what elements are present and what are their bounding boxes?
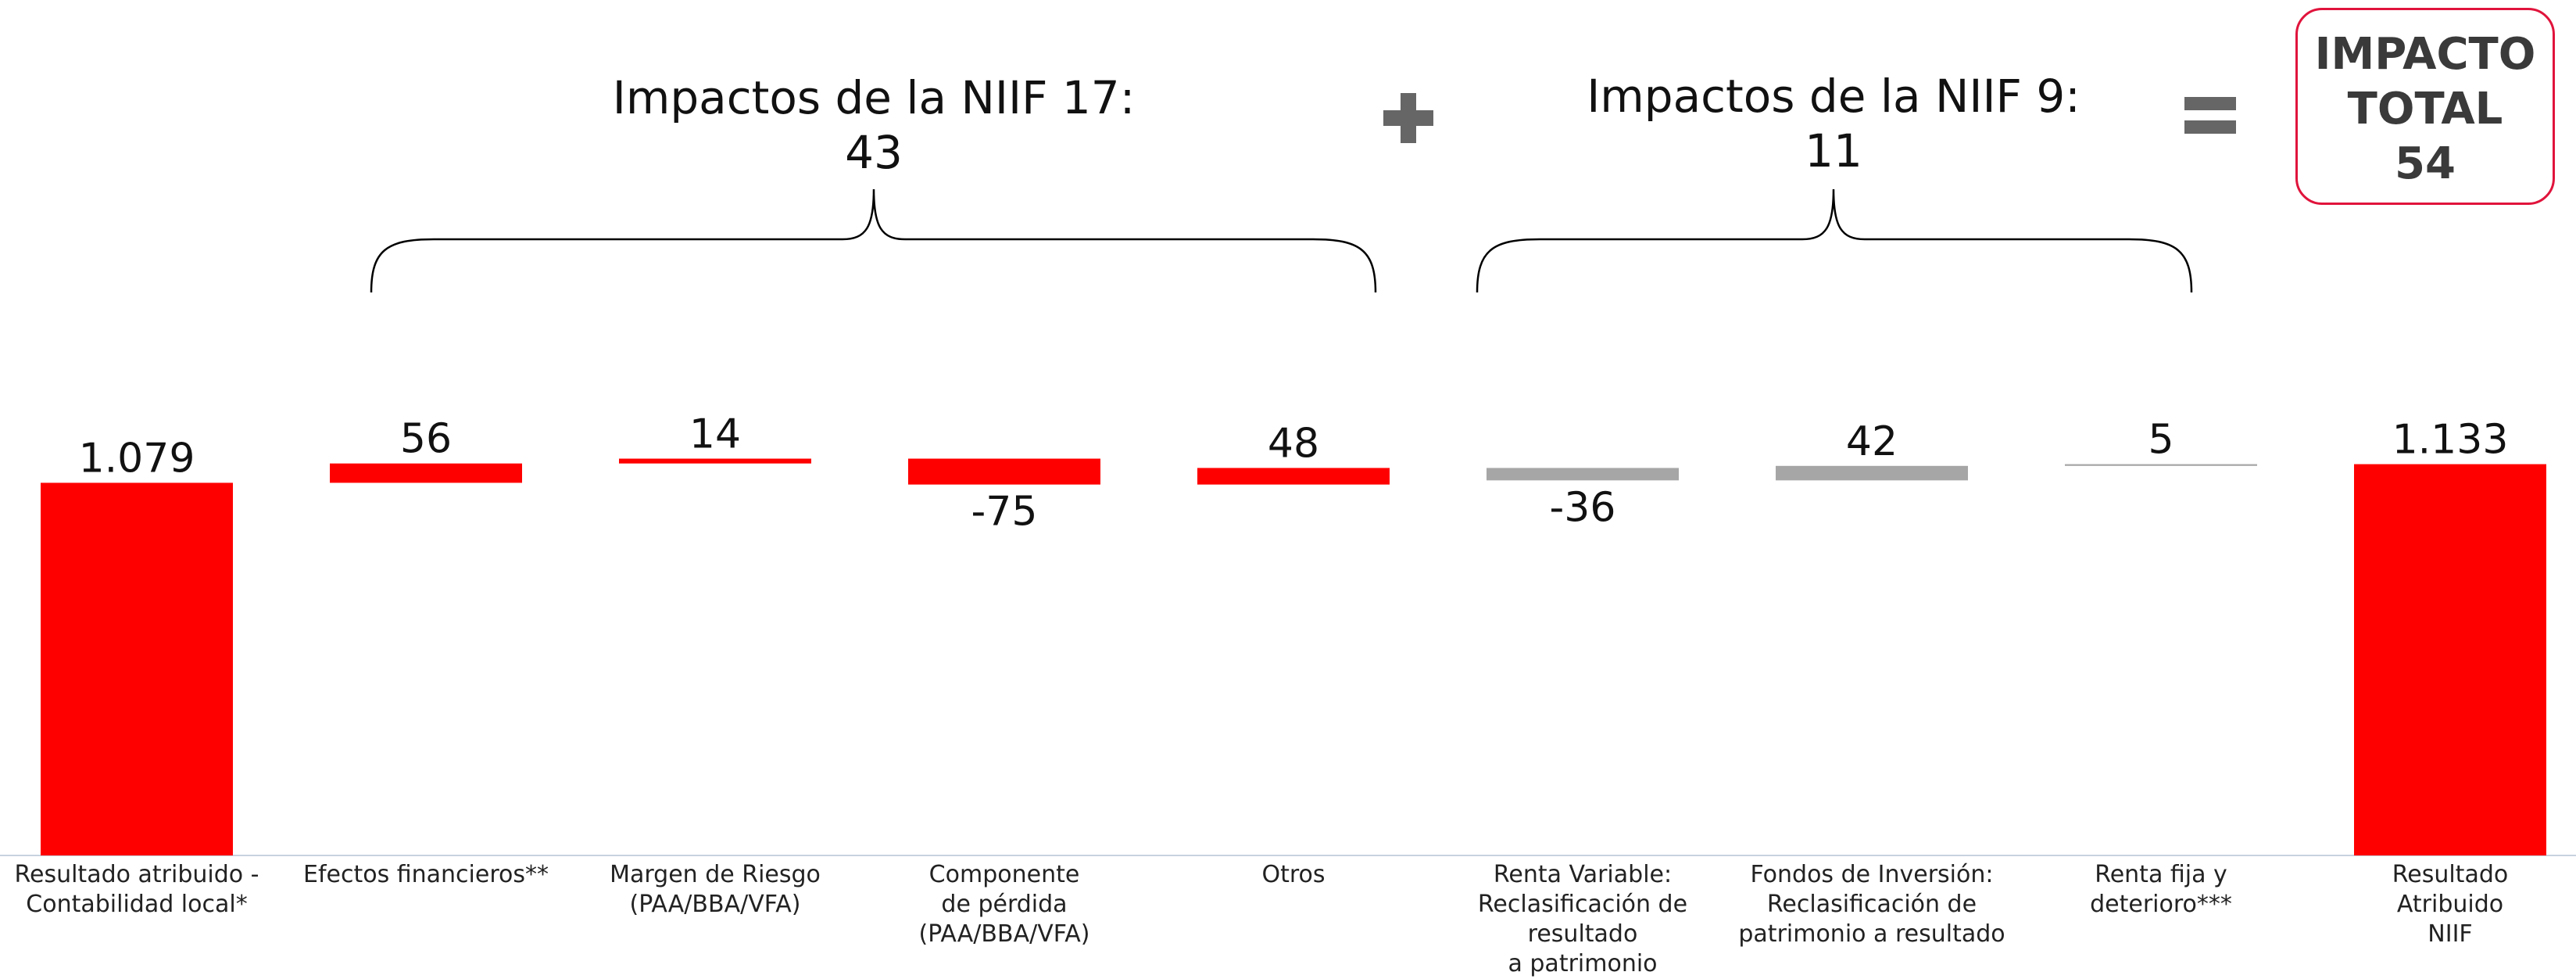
bar [908, 458, 1100, 485]
brace [370, 188, 1377, 293]
value-label: 42 [1846, 418, 1898, 465]
bar [41, 482, 233, 855]
annotation-text: IMPACTO TOTAL [2314, 29, 2536, 134]
plus-icon [1383, 93, 1433, 143]
annotation-value: 11 [1805, 124, 1862, 178]
value-label: 48 [1268, 420, 1319, 467]
x-tick-label: Fondos de Inversión: Reclasificación de … [1738, 861, 2005, 948]
value-label: 5 [2148, 417, 2174, 464]
bar [1197, 468, 1390, 485]
value-label: 14 [689, 411, 741, 458]
total-box: IMPACTO TOTAL 54 [2295, 8, 2555, 205]
bar [1487, 468, 1679, 481]
x-tick-label: Resultado atribuido - Contabilidad local… [14, 861, 259, 918]
bar [619, 458, 811, 464]
brace [1476, 188, 2193, 293]
x-tick-label: Efectos financieros** [302, 861, 549, 888]
value-label: -75 [971, 489, 1038, 536]
x-tick-label: Renta fija y deterioro*** [2090, 861, 2232, 918]
bar [2354, 464, 2546, 855]
value-label: 56 [400, 416, 452, 463]
bar [1776, 465, 1968, 481]
x-tick-label: Otros [1261, 861, 1326, 888]
x-tick-label: Renta Variable: Reclasificación de resul… [1477, 861, 1688, 977]
annotation-value: 54 [2395, 138, 2456, 189]
x-tick-label: Resultado Atribuido NIIF [2392, 861, 2509, 948]
annotation: Impactos de la NIIF 9: 11 [1521, 69, 2146, 178]
equals-icon [2184, 97, 2236, 134]
x-tick-label: Componente de pérdida (PAA/BBA/VFA) [918, 861, 1090, 948]
value-label: 1.079 [79, 435, 195, 482]
bar [330, 463, 522, 483]
value-label: 1.133 [2392, 417, 2509, 464]
value-label: -36 [1550, 484, 1616, 531]
bar [2065, 464, 2257, 466]
x-tick-label: Margen de Riesgo (PAA/BBA/VFA) [610, 861, 821, 918]
annotation: Impactos de la NIIF 17: 43 [561, 70, 1186, 180]
annotation-text: Impactos de la NIIF 9: [1587, 70, 2080, 123]
annotation-text: Impactos de la NIIF 17: [612, 71, 1136, 124]
annotation-value: 43 [845, 126, 903, 179]
